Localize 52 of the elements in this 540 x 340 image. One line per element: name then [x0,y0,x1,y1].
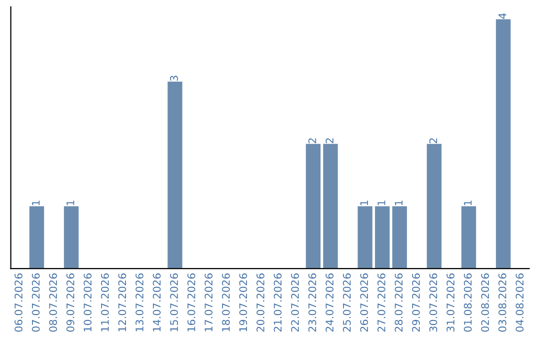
data-label: 4 [498,13,506,19]
x-tick-label: 06.07.2026 [14,273,22,332]
bar [323,144,338,269]
x-tick-label: 15.07.2026 [170,273,178,332]
bar [392,206,407,269]
x-tick-label: 31.07.2026 [446,273,454,332]
x-tick-label: 17.07.2026 [204,273,213,332]
x-tick-label: 18.07.2026 [222,273,230,332]
bar [306,144,321,269]
data-label: 1 [378,200,386,206]
bar [426,144,442,269]
bar [64,206,79,269]
x-tick-label: 29.07.2026 [412,273,420,332]
x-tick-label: 03.08.2026 [498,273,506,332]
data-label: 1 [66,200,74,206]
bar [496,19,511,269]
data-label: 3 [170,76,178,81]
x-tick-label: 24.07.2026 [326,273,334,332]
x-tick-label: 12.07.2026 [118,273,126,332]
data-label: 2 [326,138,334,144]
x-tick-label: 13.07.2026 [136,273,144,332]
bar [461,206,476,269]
data-label: 2 [429,138,438,144]
data-label: 1 [360,200,368,206]
x-tick-label: 01.08.2026 [464,273,472,332]
x-tick-label: 09.07.2026 [66,273,74,332]
x-tick-label: 20.07.2026 [256,273,264,332]
x-tick-label: 23.07.2026 [308,273,316,332]
x-tick-label: 26.07.2026 [360,273,368,332]
x-tick-label: 22.07.2026 [291,273,299,332]
bar [358,206,372,269]
data-label: 1 [32,200,40,206]
x-tick-label: 19.07.2026 [239,273,248,332]
x-tick-label: 07.07.2026 [32,273,40,332]
x-tick-label: 11.07.2026 [100,273,109,332]
x-tick-label: 14.07.2026 [152,273,161,332]
data-label: 1 [464,200,472,206]
x-tick-label: 16.07.2026 [187,273,196,332]
data-label: 2 [308,138,316,144]
bar [29,206,44,269]
bar [374,206,390,269]
x-tick-label: 30.07.2026 [429,273,438,332]
bar [168,82,182,269]
x-tick-label: 02.08.2026 [481,273,490,332]
x-tick-label: 25.07.2026 [342,273,351,332]
x-tick-label: 21.07.2026 [274,273,282,332]
x-tick-label: 27.07.2026 [377,273,386,332]
x-tick-label: 10.07.2026 [84,273,92,332]
x-tick-label: 04.08.2026 [516,273,524,332]
x-tick-label: 08.07.2026 [49,273,58,332]
x-tick-label: 28.07.2026 [394,273,403,332]
data-label: 1 [394,200,402,206]
